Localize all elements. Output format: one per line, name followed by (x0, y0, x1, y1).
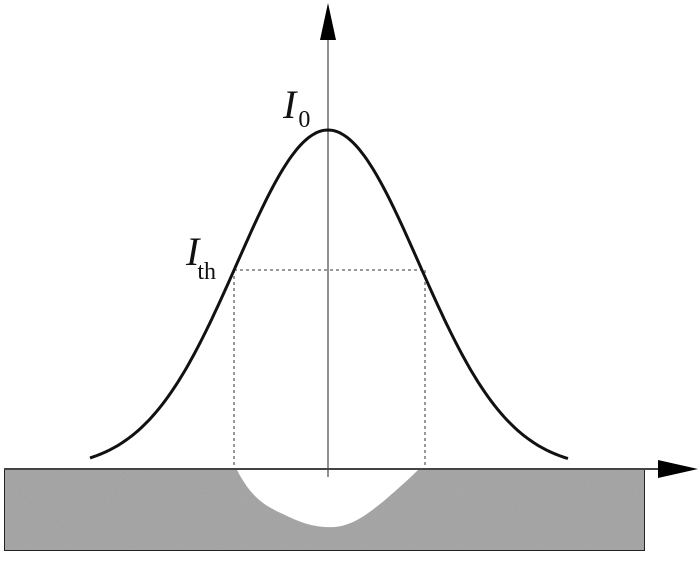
threshold-subscript: th (197, 259, 216, 285)
peak-subscript: 0 (298, 107, 310, 133)
threshold-symbol: I (185, 229, 201, 274)
position-axis-arrowhead (658, 460, 698, 478)
peak-symbol: I (282, 82, 298, 127)
peak-intensity-label: I0 (282, 82, 310, 133)
gaussian-intensity-curve (89, 128, 569, 460)
ablation-crater (237, 470, 418, 528)
threshold-guides (233, 269, 426, 469)
intensity-axis-arrowhead (320, 3, 336, 40)
threshold-intensity-label: Ith (185, 229, 216, 285)
